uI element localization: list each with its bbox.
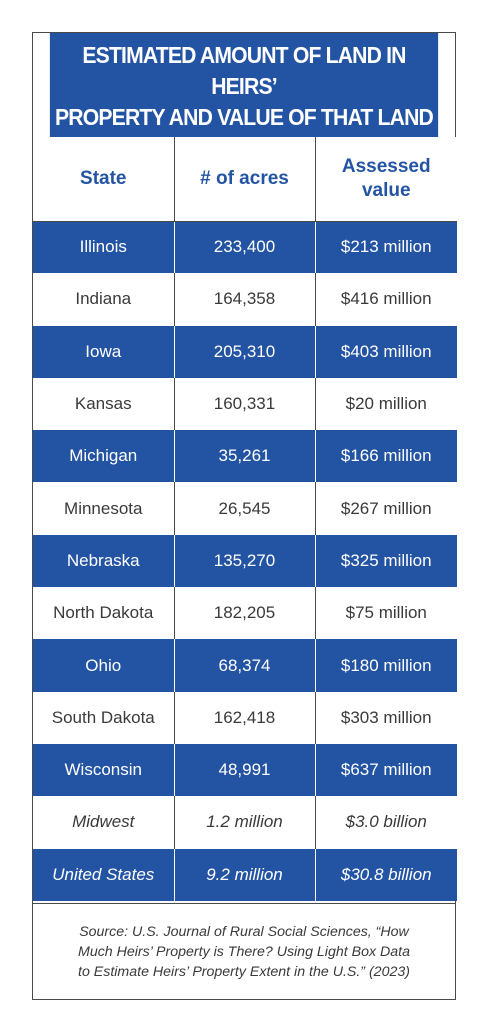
table-row: Ohio 68,374 $180 million <box>33 639 457 692</box>
table-row: Illinois 233,400 $213 million <box>33 221 457 274</box>
cell-state: Michigan <box>33 430 175 483</box>
header-assessed-value-line-2: value <box>361 179 411 201</box>
chart-title-line-2: property and value of that land <box>55 103 434 130</box>
cell-state: South Dakota <box>33 691 175 744</box>
source-line-2: Much Heirs’ Property is There? Using Lig… <box>78 943 410 960</box>
cell-assessed-value: $416 million <box>314 273 457 326</box>
cell-acres: 1.2 million <box>173 796 316 849</box>
source-line-3: to Estimate Heirs’ Property Extent in th… <box>78 963 410 980</box>
cell-state: North Dakota <box>33 587 175 640</box>
cell-acres: 164,358 <box>173 273 316 326</box>
cell-assessed-value: $267 million <box>314 482 457 535</box>
cell-acres: 68,374 <box>173 639 316 692</box>
cell-acres: 9.2 million <box>173 848 316 901</box>
table-row: Nebraska 135,270 $325 million <box>33 534 457 588</box>
source-line-1: Source: U.S. Journal of Rural Social Sci… <box>79 923 409 940</box>
cell-assessed-value: $30.8 billion <box>314 848 457 901</box>
table-row: Michigan 35,261 $166 million <box>33 430 457 483</box>
cell-acres: 26,545 <box>173 482 316 535</box>
cell-state: Illinois <box>33 221 175 274</box>
table-row: South Dakota 162,418 $303 million <box>33 691 457 744</box>
table-row: Wisconsin 48,991 $637 million <box>33 743 457 797</box>
cell-acres: 35,261 <box>173 430 316 483</box>
chart-title: Estimated amount of land in heirs’ prope… <box>49 33 439 137</box>
table-row: Minnesota 26,545 $267 million <box>33 482 457 535</box>
cell-acres: 233,400 <box>173 221 316 274</box>
chart-title-line-1: Estimated amount of land in heirs’ <box>82 41 406 99</box>
cell-assessed-value: $166 million <box>314 430 457 483</box>
table-row: United States 9.2 million $30.8 billion <box>33 848 457 901</box>
cell-state: Nebraska <box>33 534 175 588</box>
header-acres: # of acres <box>173 137 316 222</box>
cell-state: Minnesota <box>33 482 175 535</box>
table-row: Kansas 160,331 $20 million <box>33 377 457 431</box>
source-note: Source: U.S. Journal of Rural Social Sci… <box>33 903 455 999</box>
cell-acres: 135,270 <box>173 534 316 588</box>
table-row: North Dakota 182,205 $75 million <box>33 587 457 640</box>
cell-acres: 160,331 <box>173 377 316 431</box>
cell-assessed-value: $180 million <box>314 639 457 692</box>
header-assessed-value-line-1: Assessed <box>341 155 431 177</box>
cell-state: Indiana <box>33 273 175 326</box>
cell-assessed-value: $637 million <box>314 743 457 797</box>
header-state: State <box>33 137 175 222</box>
cell-assessed-value: $75 million <box>314 587 457 640</box>
table-header-row: State # of acres Assessed value <box>33 137 457 222</box>
cell-assessed-value: $3.0 billion <box>314 796 457 849</box>
cell-assessed-value: $213 million <box>314 221 457 274</box>
header-assessed-value: Assessed value <box>314 137 457 222</box>
data-table: State # of acres Assessed value Illinois… <box>33 137 457 901</box>
cell-state: Midwest <box>33 796 175 849</box>
cell-state: United States <box>33 848 175 901</box>
table-body: Illinois 233,400 $213 million Indiana 164,35… <box>33 221 457 901</box>
cell-assessed-value: $325 million <box>314 534 457 588</box>
cell-state: Iowa <box>33 325 175 378</box>
cell-state: Ohio <box>33 639 175 692</box>
cell-assessed-value: $303 million <box>314 691 457 744</box>
cell-acres: 205,310 <box>173 325 316 378</box>
cell-assessed-value: $403 million <box>314 325 457 378</box>
table-card: Estimated amount of land in heirs’ prope… <box>32 32 457 1000</box>
table-row: Midwest 1.2 million $3.0 billion <box>33 796 457 849</box>
cell-state: Wisconsin <box>33 743 175 797</box>
cell-state: Kansas <box>33 377 175 431</box>
table-row: Iowa 205,310 $403 million <box>33 325 457 378</box>
cell-acres: 48,991 <box>173 743 316 797</box>
table-row: Indiana 164,358 $416 million <box>33 273 457 326</box>
cell-acres: 162,418 <box>173 691 316 744</box>
cell-assessed-value: $20 million <box>314 377 457 431</box>
cell-acres: 182,205 <box>173 587 316 640</box>
